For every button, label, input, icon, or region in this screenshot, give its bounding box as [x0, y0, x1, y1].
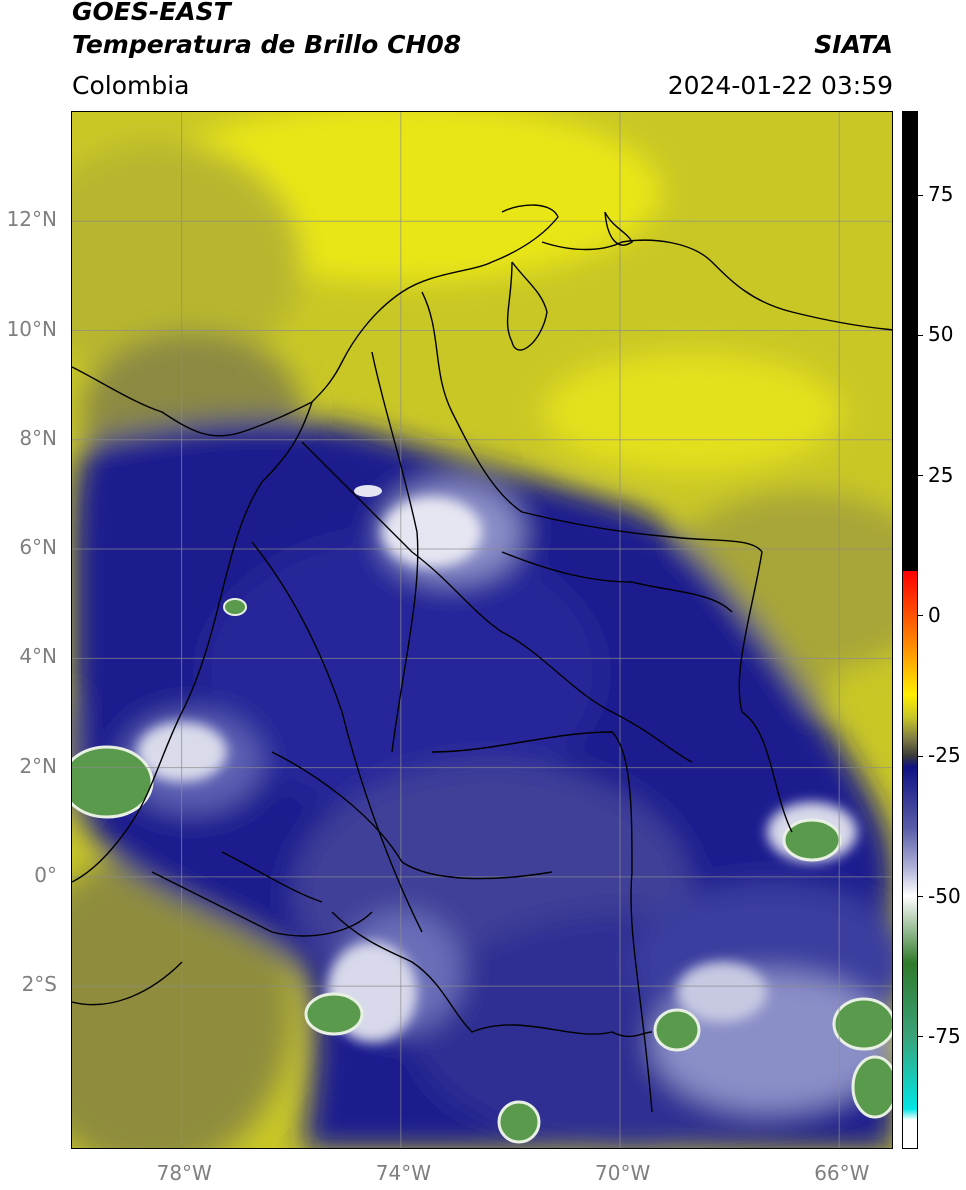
lon-label: 70°W: [595, 1161, 651, 1185]
lon-label: 74°W: [375, 1161, 432, 1185]
timestamp-label: 2024-01-22 03:59: [667, 71, 893, 100]
title-line-2: Temperatura de Brillo CH08: [72, 30, 462, 59]
cloud-top-amazon-3: [832, 997, 892, 1051]
colorbar-tick: [918, 194, 923, 196]
colorbar-label: 0: [928, 602, 941, 627]
colorbar-tick: [918, 1036, 923, 1038]
lat-label: 4°N: [19, 644, 57, 669]
lon-label: 66°W: [814, 1161, 870, 1185]
colorbar-tick: [918, 896, 923, 897]
lon-label: 78°W: [156, 1161, 212, 1185]
colorbar-label: 75: [928, 182, 954, 207]
colorbar-label: 50: [928, 322, 954, 347]
lat-label: 8°N: [19, 425, 57, 450]
graticule: [72, 112, 892, 1148]
cloud-top-choco: [223, 598, 247, 616]
brand-label: SIATA: [814, 30, 893, 59]
colorbar-tick: [918, 475, 923, 477]
colorbar: [902, 111, 918, 1149]
lat-label: 6°N: [19, 535, 57, 560]
colorbar-label: -50: [928, 883, 961, 908]
colorbar-tick: [918, 615, 923, 617]
colorbar-label: 25: [928, 462, 954, 487]
colorbar-label: -75: [928, 1023, 961, 1048]
lat-label: 2°S: [21, 972, 57, 997]
cloud-top-amazon-2: [497, 1100, 541, 1144]
cloud-top-pacific: [72, 745, 154, 819]
coastlines-and-borders: [72, 204, 892, 1113]
cloud-top-amazon-1: [653, 1008, 701, 1052]
colorbar-tick: [918, 755, 923, 757]
lat-label: 0°: [34, 862, 57, 887]
lat-label: 10°N: [6, 316, 57, 341]
satellite-map: [71, 111, 893, 1149]
lat-label: 12°N: [6, 207, 57, 232]
cloud-top-andes: [354, 485, 382, 497]
region-label: Colombia: [72, 71, 190, 100]
cloud-top-putumayo: [304, 992, 364, 1036]
cloud-top-amazon-4: [851, 1055, 892, 1119]
title-line-1: GOES-EAST: [72, 0, 231, 26]
lat-label: 2°N: [19, 753, 57, 778]
colorbar-label: -25: [928, 743, 961, 768]
colorbar-tick: [918, 334, 923, 336]
cloud-top-orinoquia: [782, 818, 842, 862]
